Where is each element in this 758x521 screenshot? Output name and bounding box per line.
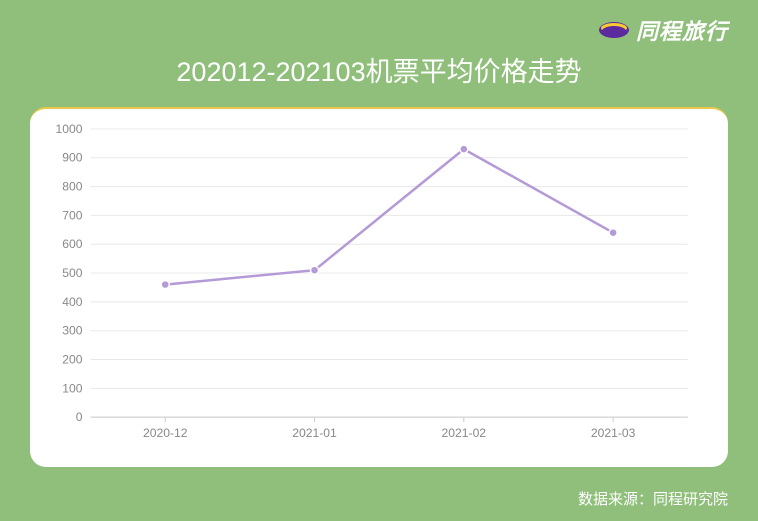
svg-text:2021-02: 2021-02 (442, 426, 487, 440)
svg-text:2020-12: 2020-12 (143, 426, 188, 440)
data-source: 数据来源：同程研究院 (578, 488, 728, 509)
chart-title: 202012-202103机票平均价格走势 (30, 50, 728, 89)
svg-text:900: 900 (62, 151, 83, 165)
svg-text:2021-03: 2021-03 (591, 426, 636, 440)
svg-text:200: 200 (62, 353, 83, 367)
svg-text:800: 800 (62, 180, 83, 194)
tongcheng-logo-icon (598, 19, 630, 41)
brand-text: 同程旅行 (636, 14, 728, 46)
svg-text:0: 0 (76, 410, 83, 424)
svg-text:300: 300 (62, 324, 83, 338)
line-chart: 0 100 200 300 400 500 600 700 800 900 1000 2020-12 2… (40, 119, 708, 447)
chart-card: 0 100 200 300 400 500 600 700 800 900 1000 2020-12 2… (30, 107, 728, 467)
svg-text:100: 100 (62, 381, 83, 395)
brand: 同程旅行 (598, 14, 728, 46)
svg-text:2021-01: 2021-01 (292, 426, 337, 440)
chart-container: 同程旅行 202012-202103机票平均价格走势 0 100 200 300 400… (0, 0, 758, 521)
svg-text:400: 400 (62, 295, 83, 309)
svg-text:500: 500 (62, 266, 83, 280)
svg-text:1000: 1000 (56, 122, 83, 136)
svg-text:600: 600 (62, 237, 83, 251)
svg-text:700: 700 (62, 208, 83, 222)
